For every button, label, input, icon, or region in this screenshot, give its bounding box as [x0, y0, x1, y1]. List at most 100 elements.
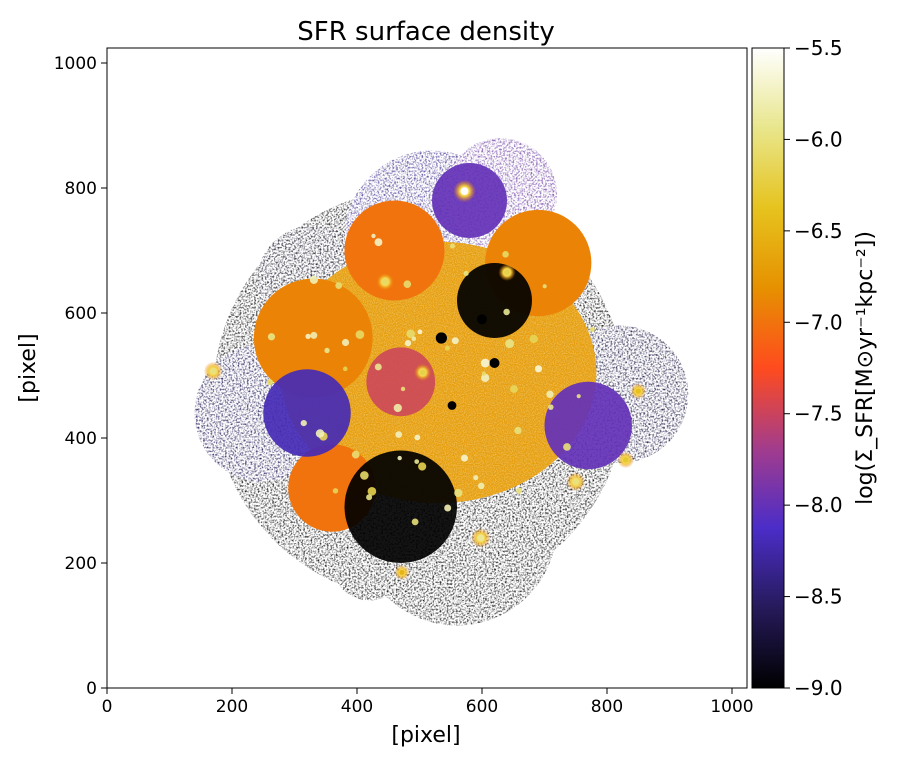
faint-knot — [411, 518, 419, 526]
disk-lobe — [344, 200, 445, 301]
faint-knot — [267, 379, 274, 386]
y-tick-label: 400 — [65, 429, 97, 449]
faint-knot — [267, 333, 276, 341]
bright-knot-core — [209, 367, 217, 375]
x-axis-label: [pixel] — [391, 723, 460, 748]
faint-knot — [367, 487, 377, 496]
x-tick-label: 0 — [102, 697, 113, 717]
faint-knot — [403, 280, 412, 288]
colorbar-tick-label: −6.5 — [794, 219, 843, 243]
faint-knot — [481, 371, 486, 376]
faint-knot — [414, 459, 420, 464]
bright-knot-core — [460, 187, 469, 196]
bright-knot-core — [381, 278, 389, 285]
dark-hole — [435, 332, 447, 344]
y-axis-label: [pixel] — [16, 333, 41, 402]
x-axis: 0 200 400 600 800 1000 — [102, 688, 754, 717]
faint-knot — [393, 403, 402, 413]
faint-knot — [351, 450, 360, 459]
faint-knot — [305, 333, 311, 340]
y-tick-label: 800 — [65, 179, 97, 199]
faint-knot — [529, 334, 538, 344]
plot-frame — [106, 47, 748, 689]
colorbar-frame — [751, 47, 785, 689]
faint-knot — [576, 394, 581, 399]
faint-knot — [503, 308, 510, 316]
y-tick-label: 200 — [65, 554, 97, 574]
faint-knot — [460, 454, 469, 462]
sfr-region — [366, 347, 436, 417]
faint-knot — [589, 326, 595, 332]
faint-knot — [341, 338, 350, 347]
faint-knot — [546, 390, 554, 399]
y-tick-label: 600 — [65, 304, 97, 324]
faint-knot — [417, 329, 423, 335]
colorbar-label: log(Σ_SFR[M⊙yr⁻¹kpc⁻²]) — [853, 231, 878, 505]
faint-knot — [444, 504, 452, 512]
colorbar-tick-label: −6.0 — [794, 127, 843, 151]
faint-knot — [480, 358, 490, 368]
bright-knot-core — [477, 534, 485, 542]
faint-knot — [395, 431, 403, 438]
faint-knot — [542, 284, 547, 289]
faint-knot — [324, 347, 330, 354]
chart-title: SFR surface density — [297, 17, 554, 47]
bright-knot-core — [622, 456, 629, 463]
faint-knot — [360, 471, 369, 480]
faint-knot — [505, 339, 515, 349]
colorbar-tick-label: −5.5 — [794, 36, 843, 60]
faint-knot — [300, 419, 307, 427]
faint-knot — [411, 336, 417, 341]
faint-knot — [366, 494, 373, 501]
dark-hole — [447, 401, 457, 410]
colorbar-tick-label: −7.5 — [794, 402, 843, 426]
faint-knot — [414, 434, 421, 441]
faint-knot — [371, 233, 376, 239]
colorbar-ticks: −5.5 −6.0 −6.5 −7.0 −7.5 −8.0 −8.5 −9.0 — [784, 36, 843, 700]
faint-knot — [332, 488, 339, 494]
faint-knot — [309, 275, 318, 284]
faint-knot — [355, 330, 365, 339]
sfr-region — [263, 369, 351, 457]
bright-knot-core — [399, 569, 405, 575]
faint-knot — [450, 243, 456, 249]
faint-knot — [502, 250, 509, 258]
faint-knot — [315, 429, 325, 438]
colorbar-tick-label: −8.0 — [794, 493, 843, 517]
x-tick-label: 800 — [591, 697, 623, 717]
faint-knot — [374, 363, 382, 371]
faint-knot — [342, 366, 348, 372]
faint-knot — [516, 487, 523, 494]
faint-knot — [418, 462, 427, 471]
x-tick-label: 200 — [216, 697, 248, 717]
faint-knot — [451, 337, 459, 345]
faint-knot — [473, 475, 479, 481]
y-axis: 0 200 400 600 800 1000 — [54, 54, 107, 699]
y-tick-label: 0 — [86, 679, 97, 699]
colorbar: −5.5 −6.0 −6.5 −7.0 −7.5 −8.0 −8.5 −9.0 log(Σ_S… — [751, 36, 878, 700]
faint-knot — [534, 365, 543, 373]
colorbar-gradient — [752, 48, 784, 688]
faint-knot — [406, 329, 416, 339]
faint-knot — [444, 345, 450, 351]
x-tick-label: 1000 — [710, 697, 753, 717]
colorbar-tick-label: −8.5 — [794, 585, 843, 609]
faint-knot — [563, 443, 571, 451]
faint-knot — [463, 270, 469, 277]
y-tick-label: 1000 — [54, 54, 97, 74]
bright-knot-core — [419, 369, 426, 376]
faint-knot — [310, 331, 318, 339]
x-tick-label: 400 — [341, 697, 373, 717]
faint-knot — [335, 282, 343, 290]
faint-knot — [481, 373, 490, 382]
colorbar-tick-label: −7.0 — [794, 310, 843, 334]
dark-hole — [489, 358, 500, 368]
faint-knot — [374, 238, 383, 247]
faint-knot — [400, 386, 406, 392]
bright-knot-core — [572, 478, 580, 486]
faint-knot — [477, 482, 485, 490]
sfr-region — [344, 450, 457, 563]
faint-knot — [548, 404, 554, 410]
bright-knot-core — [503, 269, 511, 276]
